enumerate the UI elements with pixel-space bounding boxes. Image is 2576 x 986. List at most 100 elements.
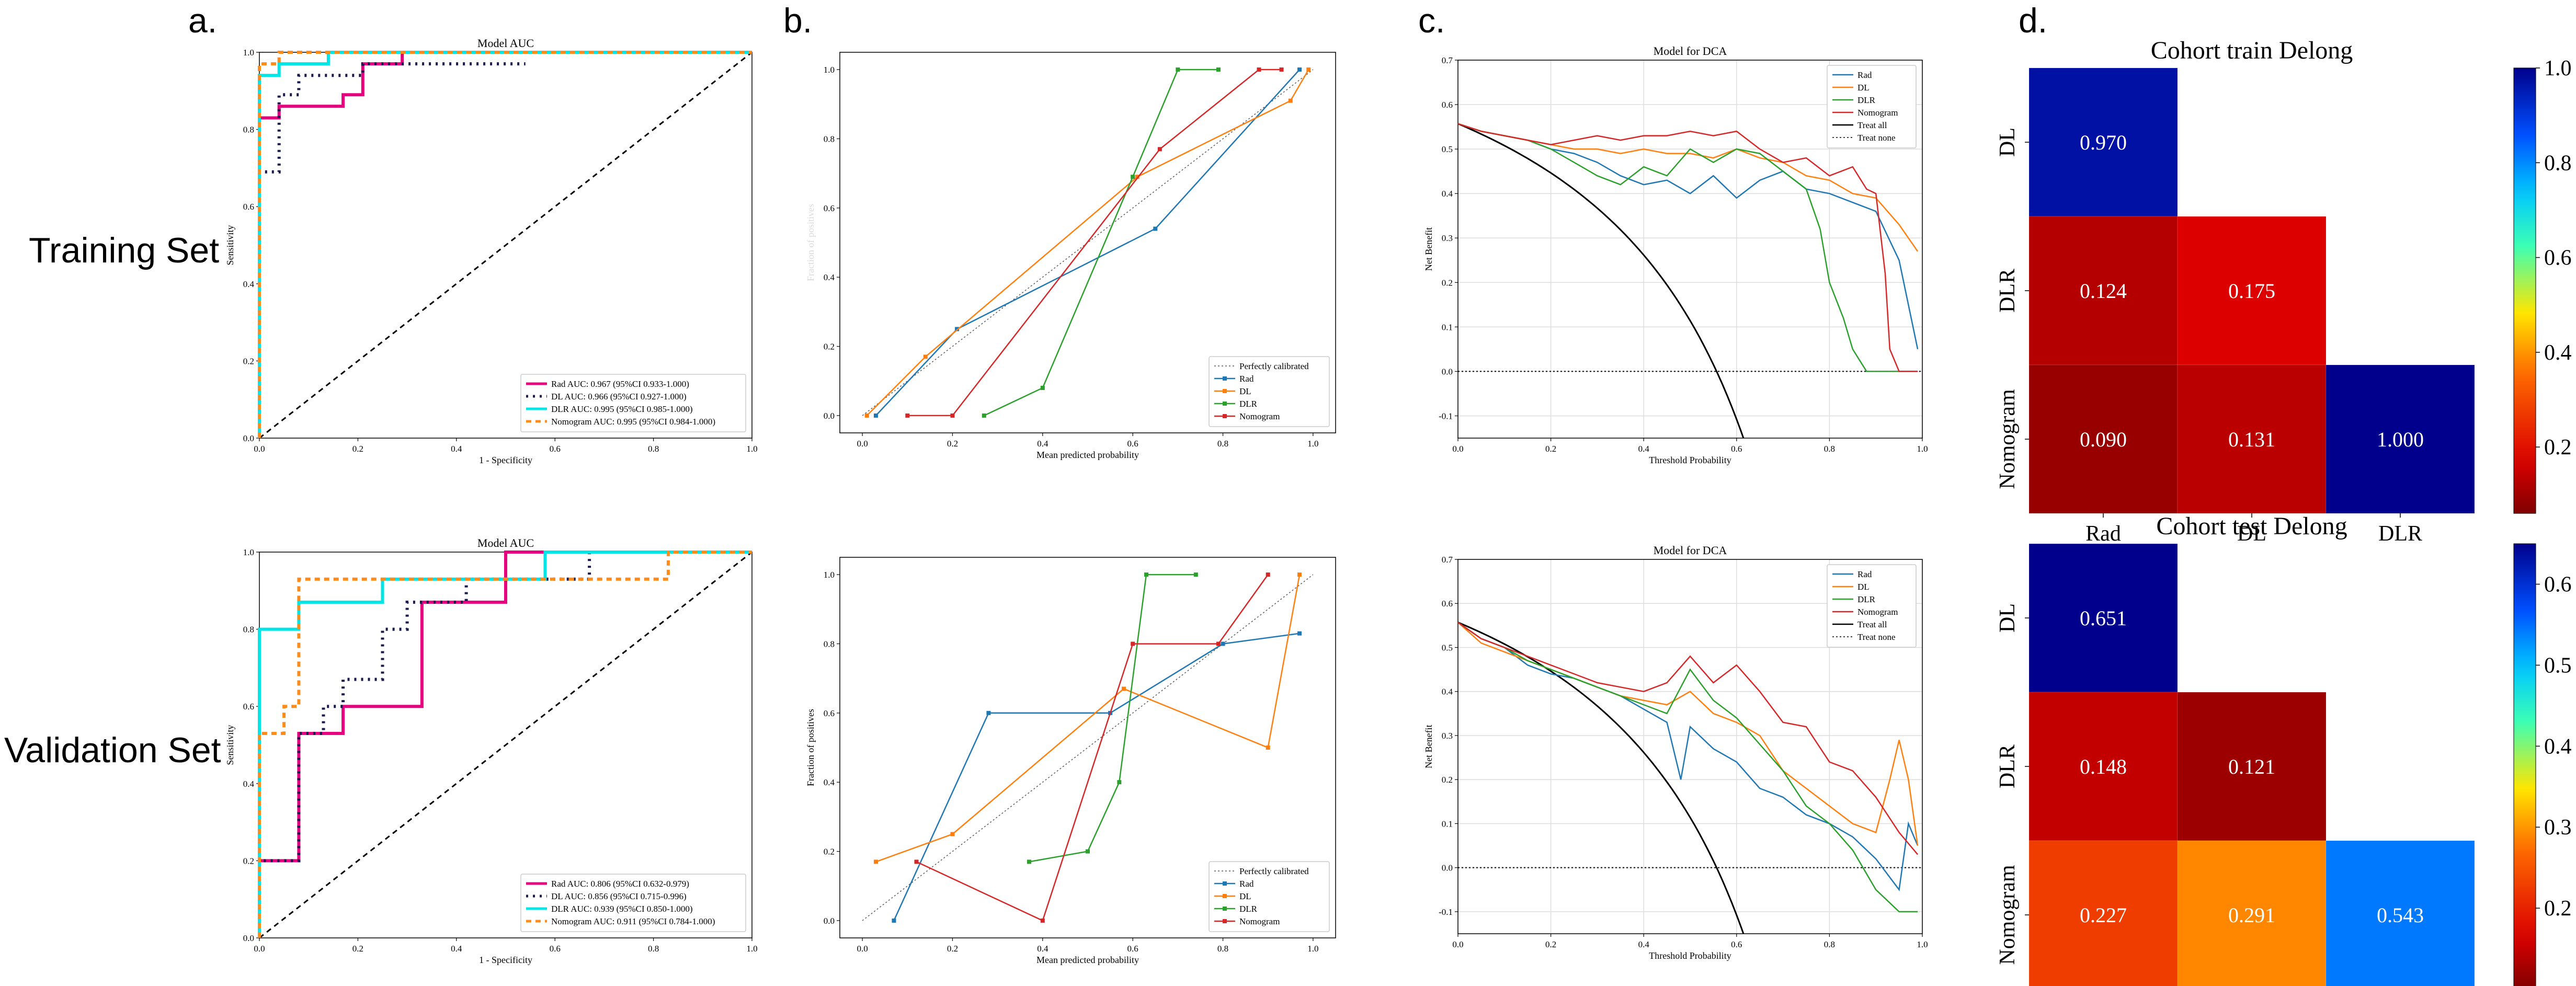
heatmap-col-label: Rad (2085, 522, 2121, 546)
heatmap-row-label: Nomogram (1996, 389, 2020, 489)
legend: Rad DL DLR Nomogram Treat all Treat none (1827, 564, 1917, 648)
legend: Perfectly calibrated Rad DL DLR Nomogram (1209, 861, 1330, 932)
heatmap-cell-value: 0.121 (2228, 755, 2275, 778)
y-tick-label: -0.1 (1439, 411, 1453, 421)
calibration-point-dlr (1144, 572, 1149, 577)
x-tick-label: 0.2 (352, 444, 363, 454)
calibration-point-nomogram (1157, 147, 1162, 152)
dca-curve-dlr (1458, 123, 1918, 372)
colorbar-tick-label: 1.0 (2544, 56, 2572, 81)
calib_test-chart: 0.0 0.2 0.4 0.6 0.8 1.0 0.0 0.2 0.4 0.6 0.8 1.0 Mean… (805, 557, 1336, 965)
roc-curve-rad (258, 51, 752, 438)
legend: Rad AUC: 0.806 (95%CI 0.632-0.979) DL AUC… (520, 874, 746, 932)
legend-marker (1223, 907, 1227, 911)
x-tick-label: 0.4 (451, 444, 462, 454)
calibration-point-dlr (1193, 572, 1198, 577)
x-tick-label: 0.8 (1824, 444, 1835, 454)
legend-marker (1223, 402, 1227, 406)
heatmap-cell-value: 0.124 (2080, 279, 2127, 303)
legend-frame (520, 874, 746, 932)
calibration-point-dlr (1040, 385, 1045, 390)
x-tick-label: 0.0 (1452, 939, 1463, 949)
x-tick-label: 0.2 (352, 944, 363, 954)
x-tick-label: 0.6 (550, 444, 561, 454)
heatmap-cell-value: 0.291 (2228, 903, 2275, 927)
y-tick-label: 0.3 (1442, 731, 1453, 741)
y-tick-label: 1.0 (824, 65, 835, 75)
x-tick-label: 1.0 (1917, 939, 1928, 949)
colorbar-tick-label: 0.4 (2544, 735, 2572, 759)
legend-label: DL (1239, 386, 1251, 396)
y-tick-label: 0.1 (1442, 322, 1453, 332)
heatmap-cell (2028, 67, 2178, 217)
x-axis-label: Threshold Probability (1649, 455, 1731, 465)
colorbar-tick-label: 0.6 (2544, 572, 2572, 597)
plot-frame (1457, 559, 1923, 934)
panel-letter-d: d. (2019, 1, 2047, 40)
calibration-curve-dlr (1029, 574, 1196, 863)
legend-label: Nomogram (1857, 607, 1898, 617)
calibration-point-dlr (1027, 859, 1031, 864)
roc-reference-line (259, 51, 753, 439)
x-tick-label: 1.0 (1307, 439, 1318, 449)
calibration-curve-dl (875, 574, 1301, 863)
heatmap-cell-value: 0.543 (2377, 903, 2424, 927)
legend: Rad DL DLR Nomogram Treat all Treat none (1827, 65, 1917, 148)
colorbar-tick-label: 0.2 (2544, 435, 2572, 460)
y-tick-label: 0.6 (243, 202, 254, 212)
y-axis-label: Net Benefit (1423, 227, 1434, 271)
heatmap-row-label: DLR (1996, 744, 2020, 788)
row-label-training: Training Set (29, 231, 219, 270)
plot-frame (839, 52, 1336, 433)
y-tick-label: 0.4 (243, 779, 255, 789)
y-tick-label: 0.2 (1442, 775, 1453, 785)
x-tick-label: 0.2 (947, 439, 958, 449)
panel-letter-a: a. (188, 1, 217, 40)
calibration-point-dl (1288, 98, 1293, 103)
heatmap-cell-value: 0.651 (2080, 606, 2127, 630)
legend-label: DL AUC: 0.966 (95%CI 0.927-1.000) (551, 392, 687, 402)
chart-title: Model for DCA (1654, 544, 1727, 557)
delong_test-chart: Cohort test Delong 0.651 0.148 0.121 0.227 0.… (1996, 512, 2572, 986)
heatmap-cell (2028, 692, 2178, 841)
row-label-validation: Validation Set (4, 730, 221, 770)
dca-curve-nomogram (1458, 622, 1919, 855)
y-tick-label: 0.4 (824, 777, 835, 787)
y-tick-label: -0.1 (1439, 907, 1453, 917)
x-tick-label: 0.2 (1545, 444, 1556, 454)
y-tick-label: 1.0 (243, 547, 254, 557)
calibration-point-dlr (1086, 849, 1090, 854)
x-axis-label: Threshold Probability (1649, 950, 1731, 961)
colorbar-tick-label: 0.4 (2544, 341, 2572, 365)
legend-label: DL (1857, 83, 1870, 93)
legend-label: DLR (1857, 594, 1876, 604)
x-tick-label: 0.4 (1037, 944, 1048, 954)
roc-curve-dl (258, 62, 526, 438)
calibration-point-dlr (982, 413, 986, 418)
x-tick-label: 0.4 (1638, 939, 1650, 949)
y-tick-label: 0.1 (1442, 819, 1453, 829)
legend-label: Rad (1857, 569, 1872, 579)
y-tick-label: 0.6 (1442, 599, 1453, 609)
legend-label: Rad (1239, 879, 1254, 889)
x-tick-label: 0.2 (1545, 939, 1556, 949)
legend-label: DL (1857, 582, 1870, 592)
y-tick-label: 1.0 (824, 570, 835, 580)
legend-label: Perfectly calibrated (1239, 866, 1309, 876)
legend-label: Nomogram AUC: 0.995 (95%CI 0.984-1.000) (551, 417, 715, 427)
heatmap-cell (2028, 216, 2178, 365)
calibration-point-dl (923, 354, 928, 359)
x-tick-label: 0.4 (451, 944, 462, 954)
roc_test-chart: 0.0 0.2 0.4 0.6 0.8 1.0 0.0 0.2 0.4 0.6 0.8 1.0 Mode… (225, 536, 758, 965)
x-tick-label: 0.8 (1217, 944, 1228, 954)
calibration-point-dl (864, 413, 869, 418)
y-tick-label: 0.2 (243, 356, 254, 366)
x-tick-label: 0.8 (1217, 439, 1228, 449)
legend-label: DLR (1239, 399, 1258, 409)
y-tick-label: 0.8 (824, 134, 835, 144)
dca-plot-area (1458, 123, 1922, 438)
x-tick-label: 0.6 (1127, 944, 1138, 954)
heatmap-col-label: DL (2237, 522, 2266, 546)
calib_train-chart: 0.0 0.2 0.4 0.6 0.8 1.0 0.0 0.2 0.4 0.6 0.8 1.0 Mean… (805, 52, 1336, 460)
calibration-point-dl (1266, 746, 1270, 750)
